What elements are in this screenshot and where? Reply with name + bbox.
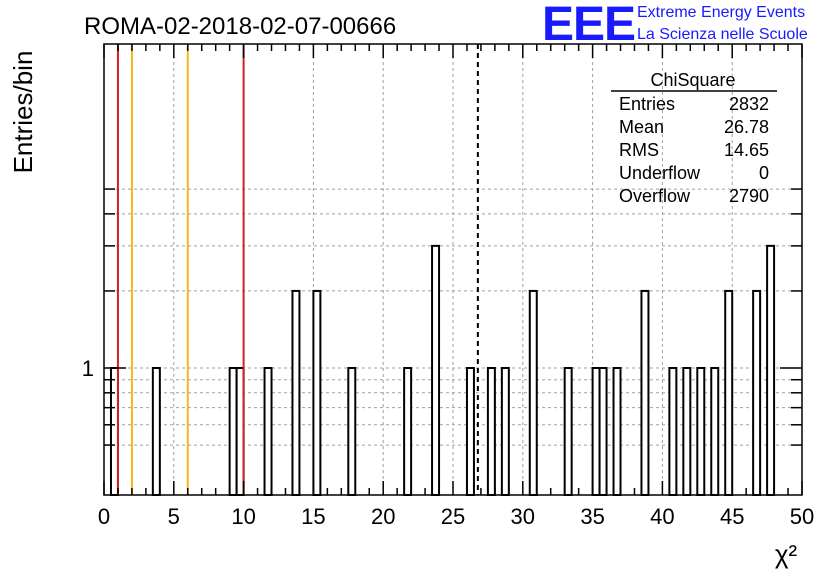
y-tick-labels: 1	[82, 356, 94, 381]
histogram-bar	[598, 367, 608, 496]
histogram-bar	[528, 289, 538, 496]
histogram-bar	[263, 367, 273, 496]
logo-line-1: Extreme Energy Events	[637, 4, 805, 21]
y-axis-label: Entries/bin	[8, 51, 38, 174]
stats-value: 26.78	[724, 117, 769, 137]
logo-mark: EEE	[542, 0, 635, 51]
histogram-bar	[724, 289, 734, 496]
stats-rows: Entries 2832 Mean 26.78 RMS 14.65 Underflow 0 Ov…	[619, 94, 769, 206]
x-tick-label: 25	[441, 504, 465, 529]
logo-line-2: La Scienza nelle Scuole	[637, 26, 808, 43]
stats-title: ChiSquare	[650, 70, 735, 90]
x-axis-label: χ²	[775, 539, 798, 569]
histogram-bar	[347, 367, 357, 496]
x-tick-label: 40	[650, 504, 674, 529]
histogram-bar	[403, 367, 413, 496]
stats-box: ChiSquare Entries 2832 Mean 26.78 RMS 14.65 Un…	[611, 70, 777, 206]
histogram-bars	[109, 244, 776, 496]
x-tick-label: 30	[511, 504, 535, 529]
x-tick-label: 20	[371, 504, 395, 529]
stats-value: 2832	[729, 94, 769, 114]
axis-ticks	[103, 44, 803, 495]
marker-lines	[116, 44, 479, 495]
histogram-bar	[591, 367, 601, 496]
histogram-bar	[682, 367, 692, 496]
histogram-bar	[752, 289, 762, 496]
histogram-bar	[465, 367, 475, 496]
histogram-bar	[151, 367, 161, 496]
chart-title: ROMA-02-2018-02-07-00666	[84, 13, 396, 40]
stats-label: Entries	[619, 94, 675, 114]
histogram-bar	[500, 367, 510, 496]
grid	[104, 44, 802, 495]
x-tick-label: 50	[790, 504, 814, 529]
stats-label: Underflow	[619, 163, 701, 183]
histogram-bar	[431, 244, 441, 496]
histogram-bar	[612, 367, 622, 496]
stats-label: Mean	[619, 117, 664, 137]
histogram-bar	[696, 367, 706, 496]
x-tick-label: 10	[231, 504, 255, 529]
x-tick-labels: 0 5 10 15 20 25 30 35 40 45 50	[98, 504, 814, 529]
stats-value: 0	[759, 163, 769, 183]
stats-value: 2790	[729, 186, 769, 206]
histogram-bar	[766, 244, 776, 496]
y-tick-label: 1	[82, 356, 94, 381]
histogram-bar	[109, 367, 119, 496]
histogram-bar	[312, 289, 322, 496]
stats-label: Overflow	[619, 186, 691, 206]
histogram-bar	[710, 367, 720, 496]
histogram-bar	[291, 289, 301, 496]
x-tick-label: 0	[98, 504, 110, 529]
x-tick-label: 15	[301, 504, 325, 529]
histogram-bar	[668, 367, 678, 496]
histogram-bar	[486, 367, 496, 496]
histogram-bar	[640, 289, 650, 496]
x-tick-label: 45	[720, 504, 744, 529]
histogram-bar	[563, 367, 573, 496]
eee-logo: EEE Extreme Energy Events La Scienza nel…	[542, 0, 808, 51]
stats-value: 14.65	[724, 140, 769, 160]
histogram-bar	[235, 367, 245, 496]
x-tick-label: 5	[168, 504, 180, 529]
x-tick-label: 35	[580, 504, 604, 529]
histogram-bar	[228, 367, 238, 496]
stats-label: RMS	[619, 140, 659, 160]
